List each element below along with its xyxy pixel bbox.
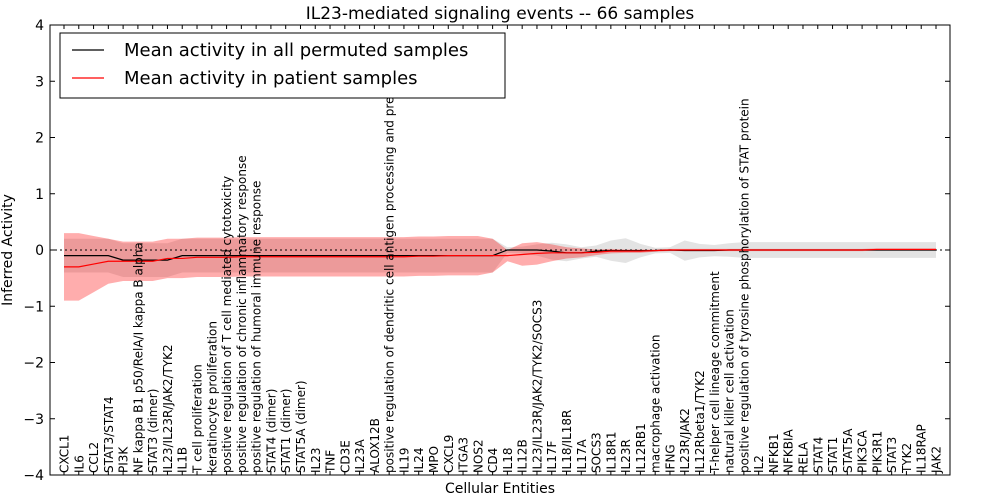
category-label: STAT4 <box>811 437 825 473</box>
category-label: STAT1 (dimer) <box>279 389 293 473</box>
category-label: positive regulation of T cell mediated c… <box>220 176 234 473</box>
y-tick-label: −2 <box>23 356 44 372</box>
legend: Mean activity in all permuted samples Mea… <box>59 32 506 99</box>
category-label: IL23A <box>353 439 367 473</box>
category-label: IL23/IL23R/JAK2/TYK2 <box>161 344 175 473</box>
category-label: keratinocyte proliferation <box>205 321 219 473</box>
category-label: JAK2 <box>930 446 944 474</box>
category-label: CCL2 <box>87 442 101 473</box>
category-label: IL18RAP <box>915 424 929 473</box>
category-label: IL19 <box>397 448 411 474</box>
category-label: positive regulation of tyrosine phosphor… <box>737 98 751 473</box>
category-label: TYK2 <box>900 443 914 474</box>
y-tick-label: 3 <box>35 74 44 90</box>
y-tick-label: 1 <box>35 187 44 203</box>
category-label: STAT3 (dimer) <box>146 389 160 473</box>
y-tick-label: −4 <box>23 468 44 484</box>
category-label: TNF <box>324 450 338 474</box>
category-label: NOS2 <box>471 439 485 473</box>
category-label: positive regulation of chronic inflammat… <box>235 155 249 473</box>
category-label: ITGA3 <box>457 437 471 473</box>
category-label: IL23/IL23R/JAK2/TYK2/SOCS3 <box>530 300 544 473</box>
category-label: STAT4 (dimer) <box>264 389 278 473</box>
category-label: IL12B <box>516 439 530 473</box>
y-axis-label: Inferred Activity <box>0 194 16 306</box>
category-label: STAT3 <box>885 437 899 473</box>
category-label: IL17F <box>545 441 559 473</box>
chart-title: IL23-mediated signaling events -- 66 sam… <box>306 4 695 24</box>
category-label: positive regulation of humoral immune re… <box>250 181 264 473</box>
category-label: RELA <box>796 441 810 473</box>
category-label: IL18/IL18R <box>560 410 574 473</box>
y-tick-label: −3 <box>23 412 44 428</box>
confidence-bands <box>64 233 936 301</box>
category-label: PI3K <box>117 446 131 473</box>
category-label: PIK3R1 <box>870 431 884 473</box>
category-label: CXCL9 <box>442 435 456 473</box>
y-tick-label: 0 <box>35 243 44 259</box>
category-label: T cell proliferation <box>191 364 205 474</box>
category-labels: CXCL1 IL6 CCL2 STAT3/STAT4 PI3K NF kappa B1 p… <box>58 40 944 474</box>
category-label: macrophage activation <box>649 335 663 473</box>
category-label: IFNG <box>663 444 677 473</box>
category-label: CD4 <box>486 448 500 473</box>
category-label: STAT5A <box>841 428 855 473</box>
category-label: STAT3/STAT4 <box>102 396 116 473</box>
category-label: IL2 <box>752 455 766 473</box>
category-label: IL12Rbeta1/TYK2 <box>693 370 707 473</box>
category-label: IL12RB1 <box>634 423 648 473</box>
x-axis-label: Cellular Entities <box>445 481 555 497</box>
y-tick-label: 2 <box>35 131 44 147</box>
plot-frame <box>49 24 951 476</box>
category-label: natural killer cell activation <box>723 309 737 473</box>
category-label: T-helper cell lineage commitment <box>708 271 722 474</box>
category-label: SOCS3 <box>590 432 604 473</box>
category-label: NF kappa B1 p50/RelA/I kappa B alpha <box>131 242 145 473</box>
category-label: NFKBIA <box>782 428 796 473</box>
category-label: IL6 <box>72 455 86 473</box>
category-label: ALOX12B <box>368 418 382 473</box>
y-tick-label: −1 <box>23 299 44 315</box>
category-label: CXCL1 <box>58 435 72 473</box>
category-label: IL23R/JAK2 <box>678 408 692 473</box>
axis-ticks: −4 −3 −2 −1 0 1 2 3 4 <box>23 18 950 484</box>
legend-label-2: Mean activity in patient samples <box>124 68 418 89</box>
category-label: positive regulation of dendritic cell an… <box>383 40 397 473</box>
category-label: CD3E <box>338 440 352 473</box>
category-label: IL24 <box>412 448 426 474</box>
legend-box <box>59 32 506 99</box>
legend-label-1: Mean activity in all permuted samples <box>124 40 468 61</box>
y-tick-label: 4 <box>35 18 44 34</box>
category-label: IL1B <box>176 447 190 473</box>
category-label: IL17A <box>575 439 589 473</box>
line-series-2 <box>64 248 936 268</box>
band-series-1 <box>64 238 936 277</box>
category-label: STAT5A (dimer) <box>294 380 308 473</box>
category-label: MPO <box>427 446 441 473</box>
series-lines <box>64 248 936 268</box>
category-label: STAT1 <box>826 437 840 473</box>
category-label: PIK3CA <box>856 429 870 473</box>
category-label: IL23R <box>619 439 633 473</box>
category-label: NFKB1 <box>767 433 781 473</box>
category-label: IL18 <box>501 448 515 474</box>
category-label: IL23 <box>309 448 323 474</box>
category-label: IL18R1 <box>604 432 618 473</box>
